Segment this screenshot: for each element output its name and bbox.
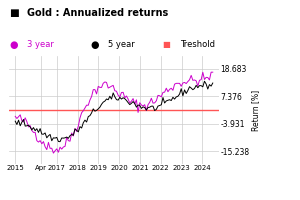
Text: 5 year: 5 year	[108, 40, 135, 49]
Text: ■: ■	[162, 40, 170, 49]
Text: ●: ●	[90, 40, 98, 50]
Text: ■: ■	[9, 8, 19, 18]
Text: 3 year: 3 year	[27, 40, 54, 49]
Text: ●: ●	[9, 40, 17, 50]
Text: Gold : Annualized returns: Gold : Annualized returns	[27, 8, 168, 18]
Y-axis label: Return [%]: Return [%]	[251, 89, 260, 131]
Text: Treshold: Treshold	[180, 40, 215, 49]
